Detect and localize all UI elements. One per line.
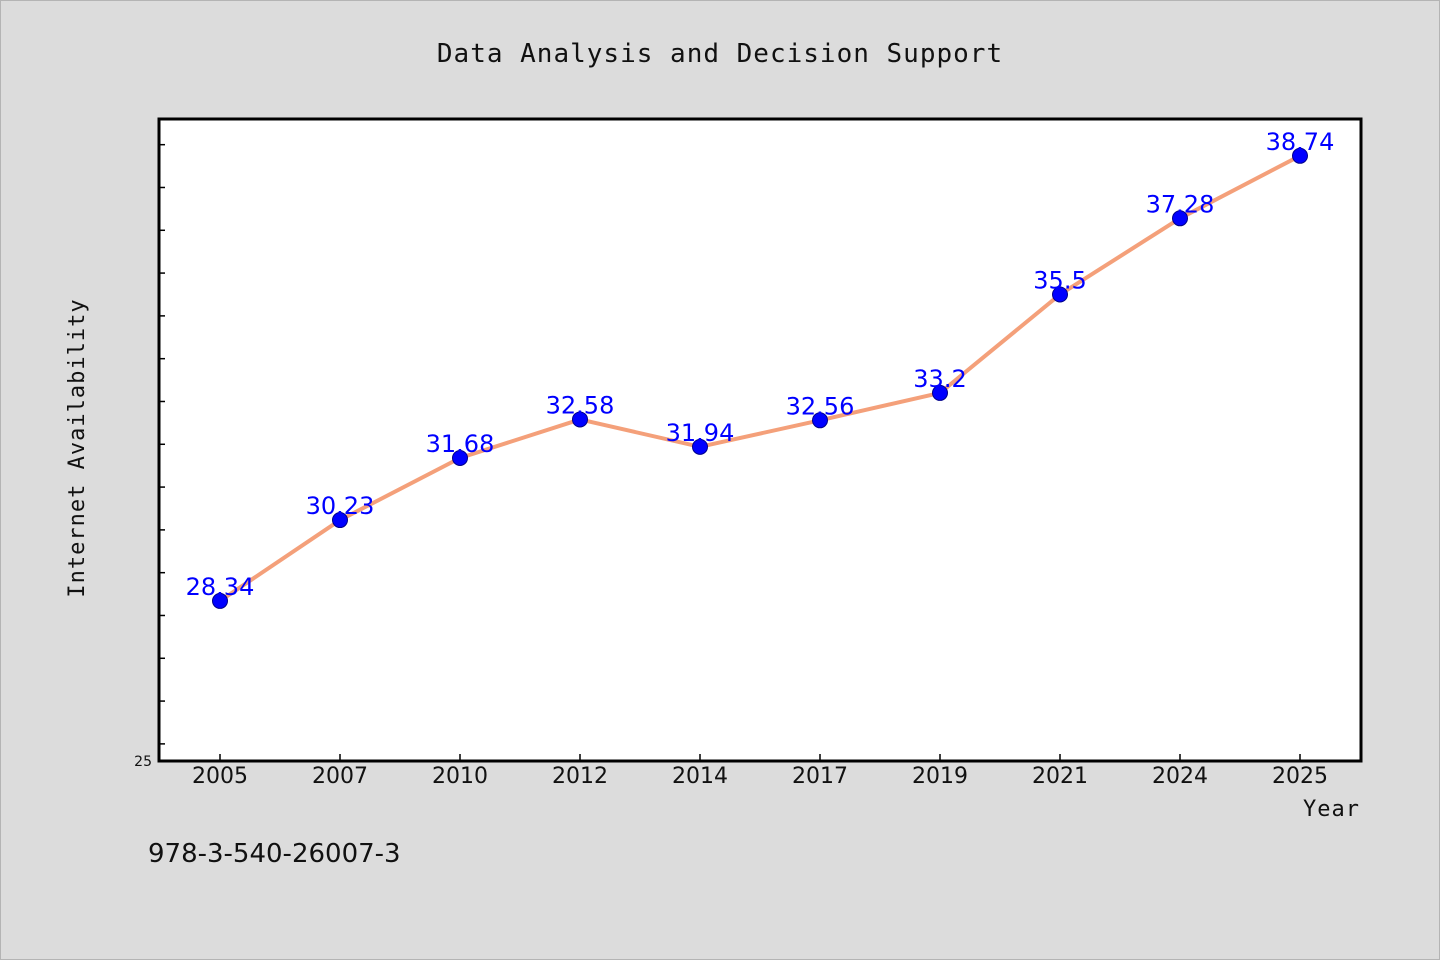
x-tick-label: 2025 [1272,764,1328,789]
data-point [812,412,828,429]
series-layer [212,147,1308,609]
data-point [452,449,468,466]
data-label: 31.68 [426,430,495,458]
x-tick-label: 2017 [792,764,848,789]
data-label: 33.2 [913,365,966,393]
data-point [572,411,588,428]
y-axis-title: Internet Availability [65,298,90,597]
x-tick-label: 2007 [312,764,368,789]
x-tick-label: 2021 [1032,764,1088,789]
data-label: 32.58 [546,391,615,419]
x-tick-label: 2012 [552,764,608,789]
chart-title: Data Analysis and Decision Support [437,39,1003,69]
data-label: 30.23 [306,492,375,520]
data-point [1052,286,1068,303]
x-tick-label: 2005 [192,764,248,789]
y-axis: 25 [134,143,165,770]
x-axis-title: Year [1303,797,1360,822]
data-point [932,384,948,401]
data-label: 31.94 [666,419,735,447]
data-point [692,438,708,455]
data-label: 35.5 [1033,266,1086,294]
x-tick-label: 2019 [912,764,968,789]
series-line [218,153,1302,603]
data-label: 28.34 [186,573,255,601]
x-tick-label: 2014 [672,764,728,789]
data-label: 37.28 [1146,190,1215,218]
x-axis: 2005 2007 2010 2012 2014 2017 2019 2021 2024 2025 [192,754,1328,789]
plot-area [157,117,1363,763]
data-label: 38.74 [1266,128,1335,156]
data-label: 32.56 [786,392,855,420]
data-point [1172,210,1188,227]
x-tick-label: 2010 [432,764,488,789]
x-tick-label: 2024 [1152,764,1208,789]
data-point [1292,147,1308,164]
data-labels-layer: 28.34 30.23 31.68 32.58 31.94 32.56 33.2 35.5 37… [186,128,1335,601]
data-point [212,592,228,609]
y-tick-label: 25 [134,754,152,770]
data-point [332,512,348,529]
footnote: 978-3-540-26007-3 [148,839,401,869]
